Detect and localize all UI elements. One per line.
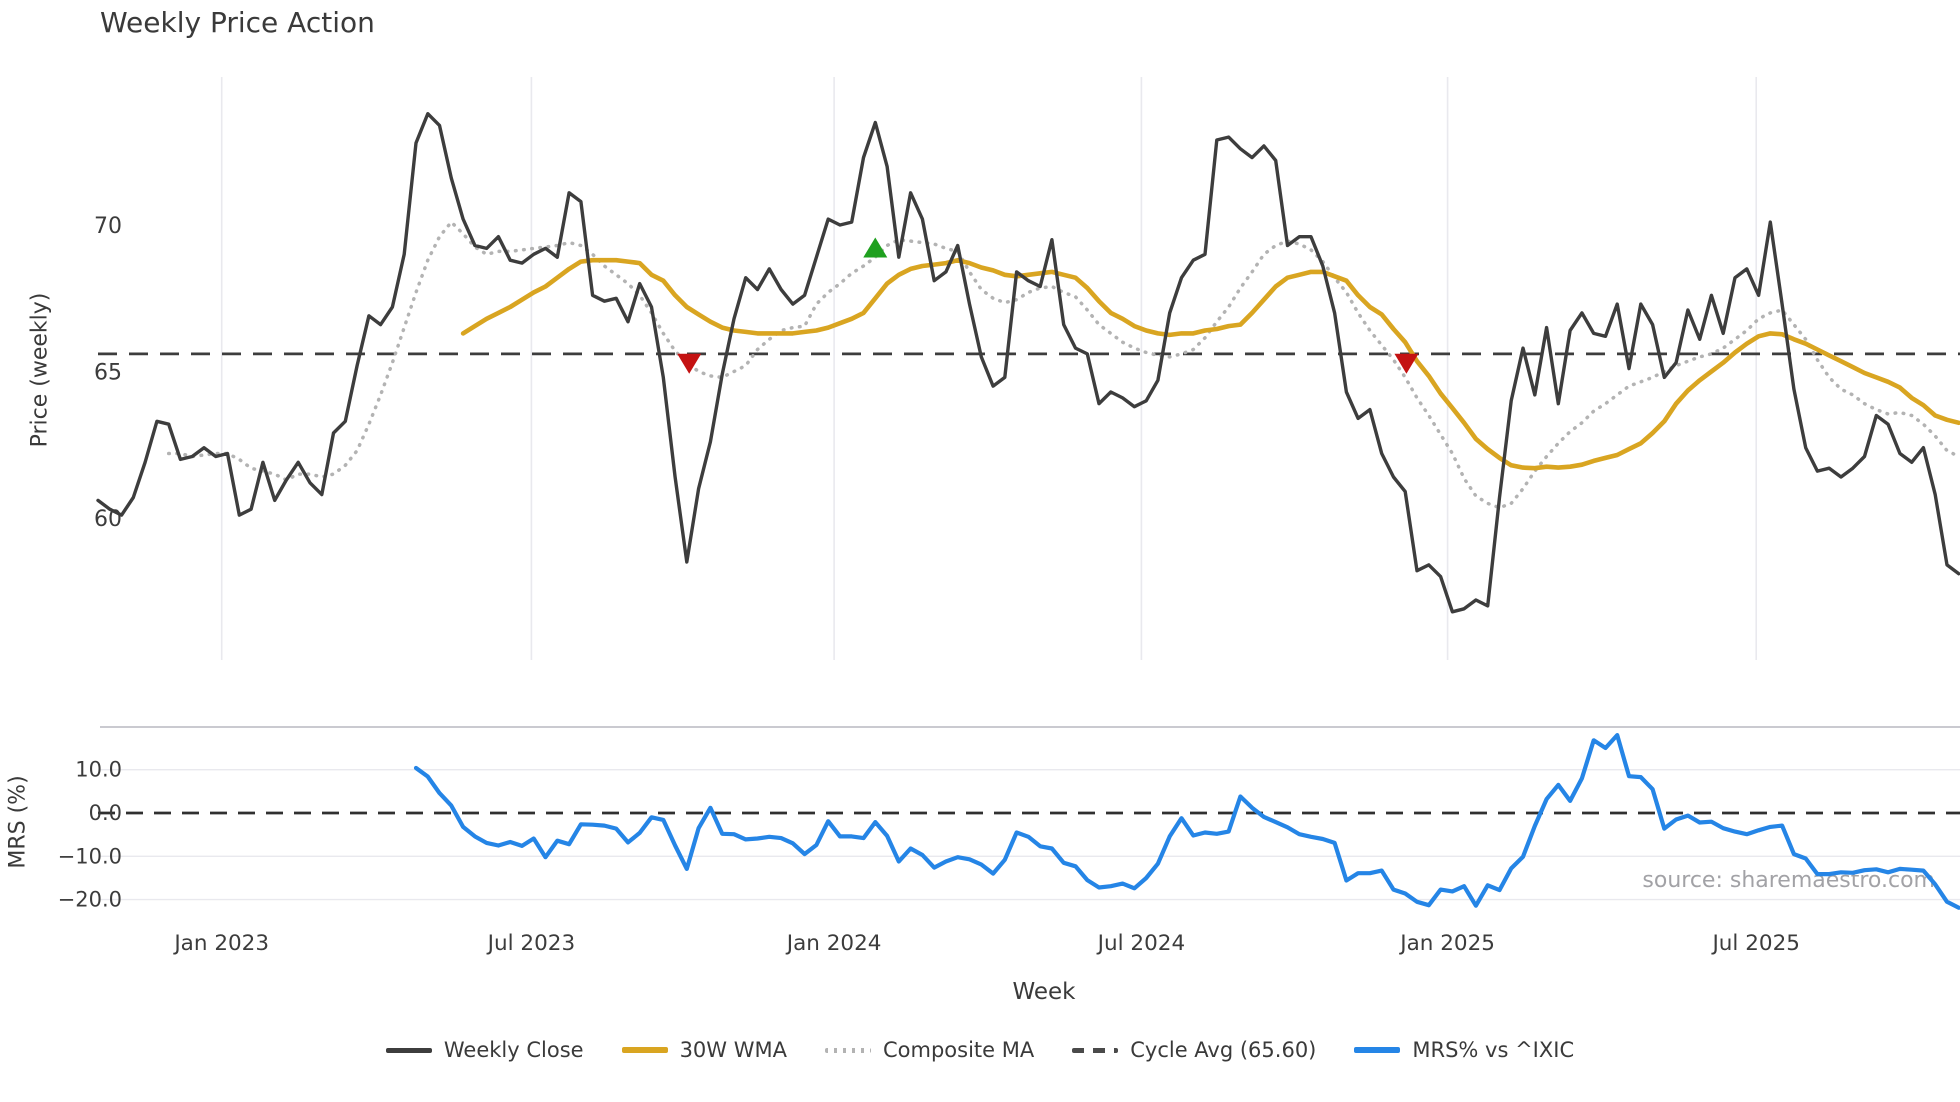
xtick-label: Jul 2025 xyxy=(1710,931,1800,956)
legend-swatch-0 xyxy=(385,1047,432,1053)
sell-signal-marker xyxy=(1394,353,1419,374)
xtick-label: Jul 2023 xyxy=(486,931,576,956)
price-ytick: 60 xyxy=(94,507,122,532)
legend-label: Composite MA xyxy=(882,1038,1035,1062)
legend-item-30w-wma: 30W WMA xyxy=(621,1038,787,1062)
x-axis-label: Week xyxy=(1012,979,1076,1005)
mrs-ytick: −20.0 xyxy=(58,888,122,912)
price-ytick: 65 xyxy=(94,361,122,386)
mrs-ytick: 0.0 xyxy=(89,801,122,825)
legend-item-mrs-vs-ixic: MRS% vs ^IXIC xyxy=(1354,1038,1574,1062)
series-mrs-vs-ixic xyxy=(413,732,1960,910)
legend-label: MRS% vs ^IXIC xyxy=(1412,1038,1575,1062)
legend-label: 30W WMA xyxy=(679,1038,787,1062)
chart-legend: Weekly Close 30W WMA Composite MA Cycle Avg… xyxy=(0,1038,1960,1062)
legend-swatch-4 xyxy=(1354,1047,1401,1053)
legend-swatch-1 xyxy=(621,1047,668,1053)
legend-swatch-2 xyxy=(824,1047,871,1053)
legend-label: Weekly Close xyxy=(443,1038,584,1062)
mrs-ytick: −10.0 xyxy=(58,844,122,868)
legend-label: Cycle Avg (65.60) xyxy=(1130,1038,1317,1062)
legend-item-cycle-avg-65-60-: Cycle Avg (65.60) xyxy=(1072,1038,1316,1062)
xtick-label: Jan 2024 xyxy=(785,931,882,956)
xtick-label: Jul 2024 xyxy=(1096,931,1186,956)
xtick-label: Jan 2025 xyxy=(1398,931,1495,956)
legend-swatch-3 xyxy=(1072,1047,1119,1053)
series-30w-wma xyxy=(460,257,1960,471)
legend-item-weekly-close: Weekly Close xyxy=(385,1038,584,1062)
chart-title: Weekly Price Action xyxy=(100,6,375,39)
legend-item-composite-ma: Composite MA xyxy=(824,1038,1035,1062)
mrs-ytick: 10.0 xyxy=(75,758,122,782)
price-ytick: 70 xyxy=(94,214,122,239)
sell-signal-marker xyxy=(677,353,702,374)
series-composite-ma xyxy=(166,220,1960,510)
xtick-label: Jan 2023 xyxy=(172,931,269,956)
buy-signal-marker xyxy=(863,237,888,258)
series-weekly-close xyxy=(96,111,1960,614)
